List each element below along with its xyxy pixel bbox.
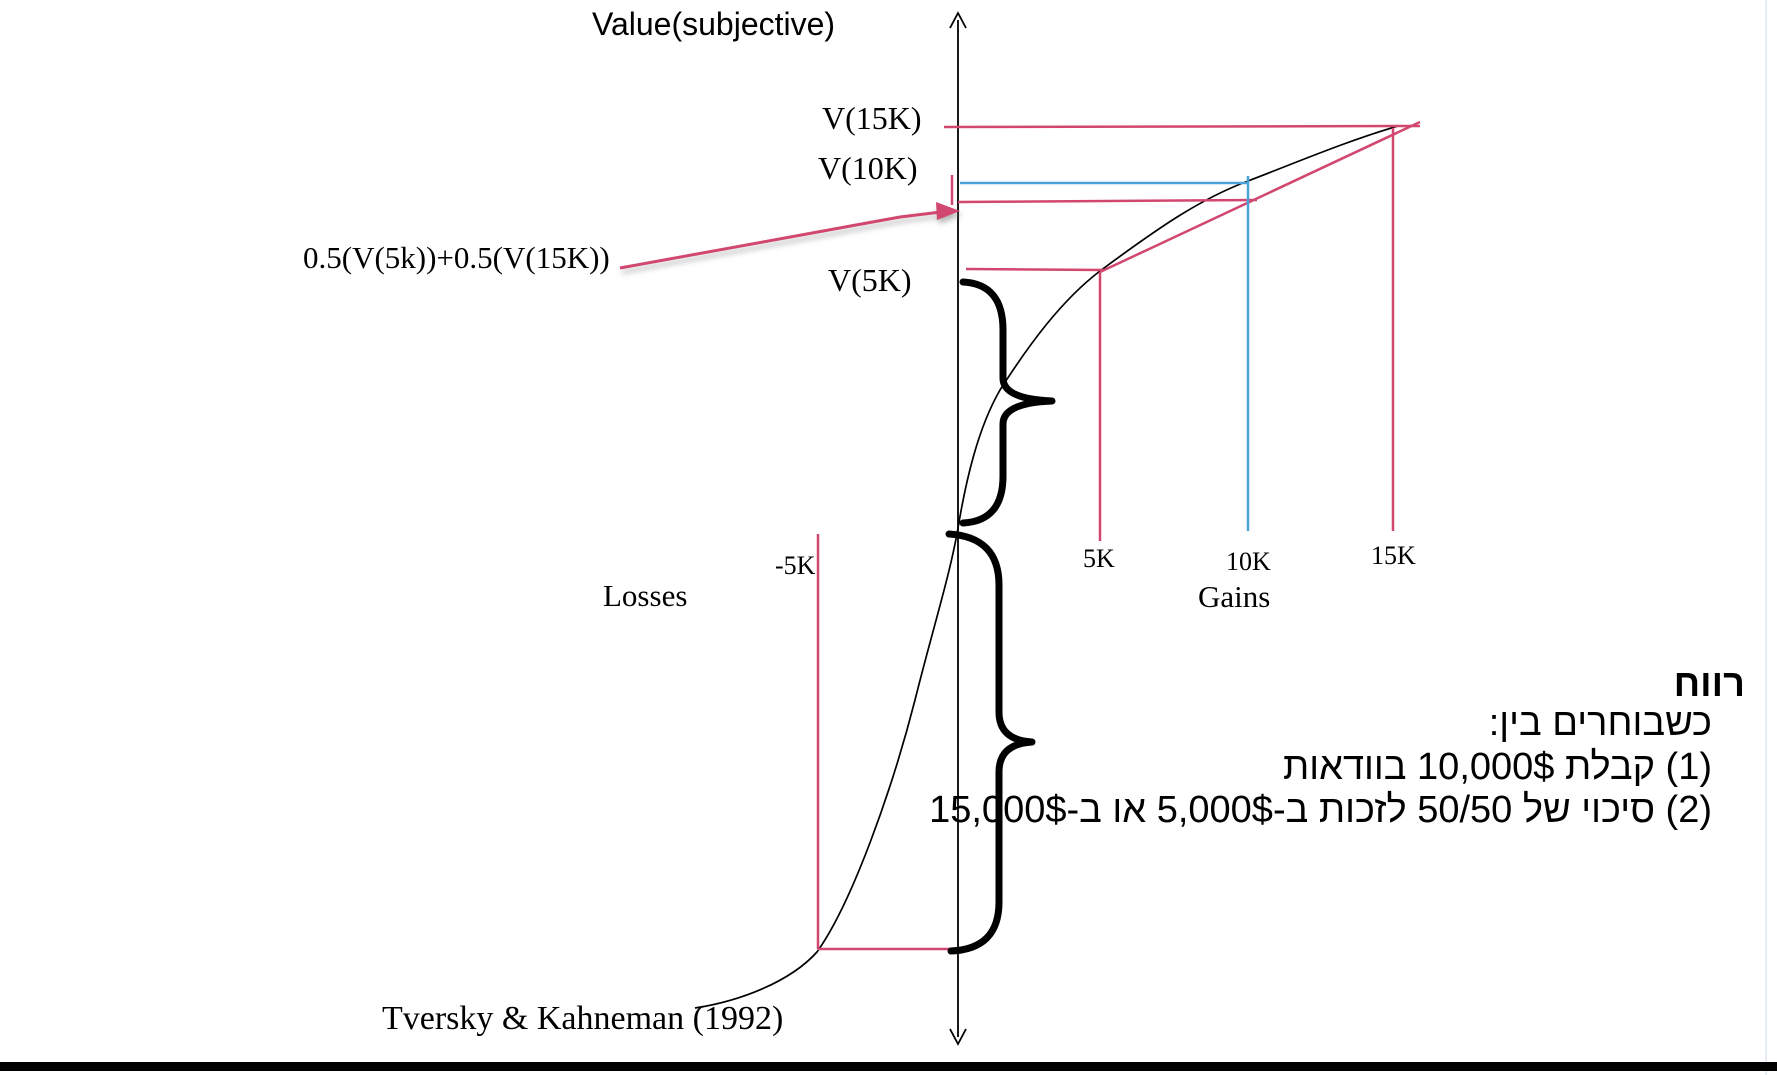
blue-lines [960,176,1250,531]
v5k-label: V(5K) [828,262,912,298]
expected-value-level-line [957,198,1258,204]
chart-title: Value(subjective) [592,6,836,42]
tick-label-5k: 5K [1083,544,1115,573]
citation: Tversky & Kahneman (1992) [382,1000,784,1037]
chord-5k-15k [1099,120,1421,274]
annotation-heading: רווח [1673,663,1745,705]
slide-bottom-border [0,1062,1777,1071]
gain-brace [959,278,1056,527]
loss-brace [945,530,1036,955]
expected-value-label: 0.5(V(5k))+0.5(V(15K)) [303,240,610,275]
annotation-block: כשבוחרים בין: (1) קבלת 10,000$ בוודאות (… [929,702,1712,833]
v10k-label: V(10K) [818,150,918,186]
arrowhead-icon [936,202,960,220]
pink-lines [816,120,1421,951]
v15k-label: V(15K) [822,100,922,136]
y-axis-arrow-up-icon [949,11,967,29]
losses-label: Losses [603,578,688,613]
expected-value-arrow [619,202,960,270]
annotation-intro: כשבוחרים בין: [1488,702,1712,744]
gains-label: Gains [1198,579,1271,614]
value-curve [694,125,1399,1009]
annotation-option-2: (2) סיכוי של 50/50 לזכות ב-5,000$ או ב-1… [929,789,1712,831]
v5k-level-line [965,267,1105,272]
braces [945,278,1056,955]
tick-label-neg5k: -5K [775,551,816,580]
v15k-level-line [943,124,1421,129]
slide-right-edge [1765,0,1767,1075]
annotation-option-1: (1) קבלת 10,000$ בוודאות [1282,745,1712,788]
tick-label-15k: 15K [1371,541,1416,570]
tick-label-10k: 10K [1226,547,1271,576]
y-axis-arrow-down-icon [949,1028,967,1046]
